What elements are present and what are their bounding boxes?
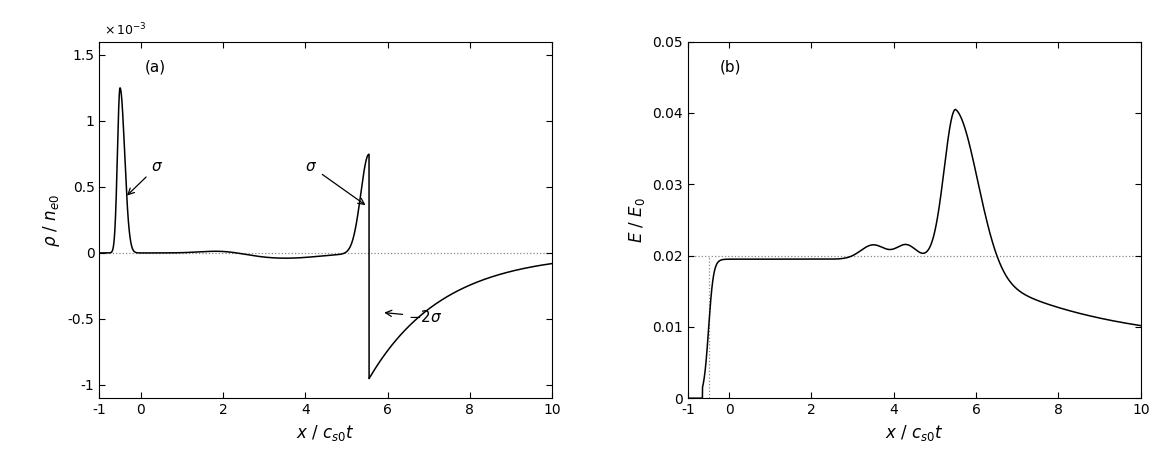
Text: (a): (a) xyxy=(145,59,166,75)
X-axis label: $x\ /\ c_{s0}t$: $x\ /\ c_{s0}t$ xyxy=(296,423,356,443)
Y-axis label: $E\ /\ E_0$: $E\ /\ E_0$ xyxy=(627,197,647,243)
Text: $\times\,10^{-3}$: $\times\,10^{-3}$ xyxy=(104,21,146,38)
Text: $\sigma$: $\sigma$ xyxy=(305,159,364,204)
Y-axis label: $\rho\ /\ n_{e0}$: $\rho\ /\ n_{e0}$ xyxy=(41,193,62,247)
Text: $\sigma$: $\sigma$ xyxy=(128,159,163,194)
Text: (b): (b) xyxy=(720,59,742,75)
Text: $-2\sigma$: $-2\sigma$ xyxy=(386,309,442,325)
X-axis label: $x\ /\ c_{s0}t$: $x\ /\ c_{s0}t$ xyxy=(885,423,944,443)
